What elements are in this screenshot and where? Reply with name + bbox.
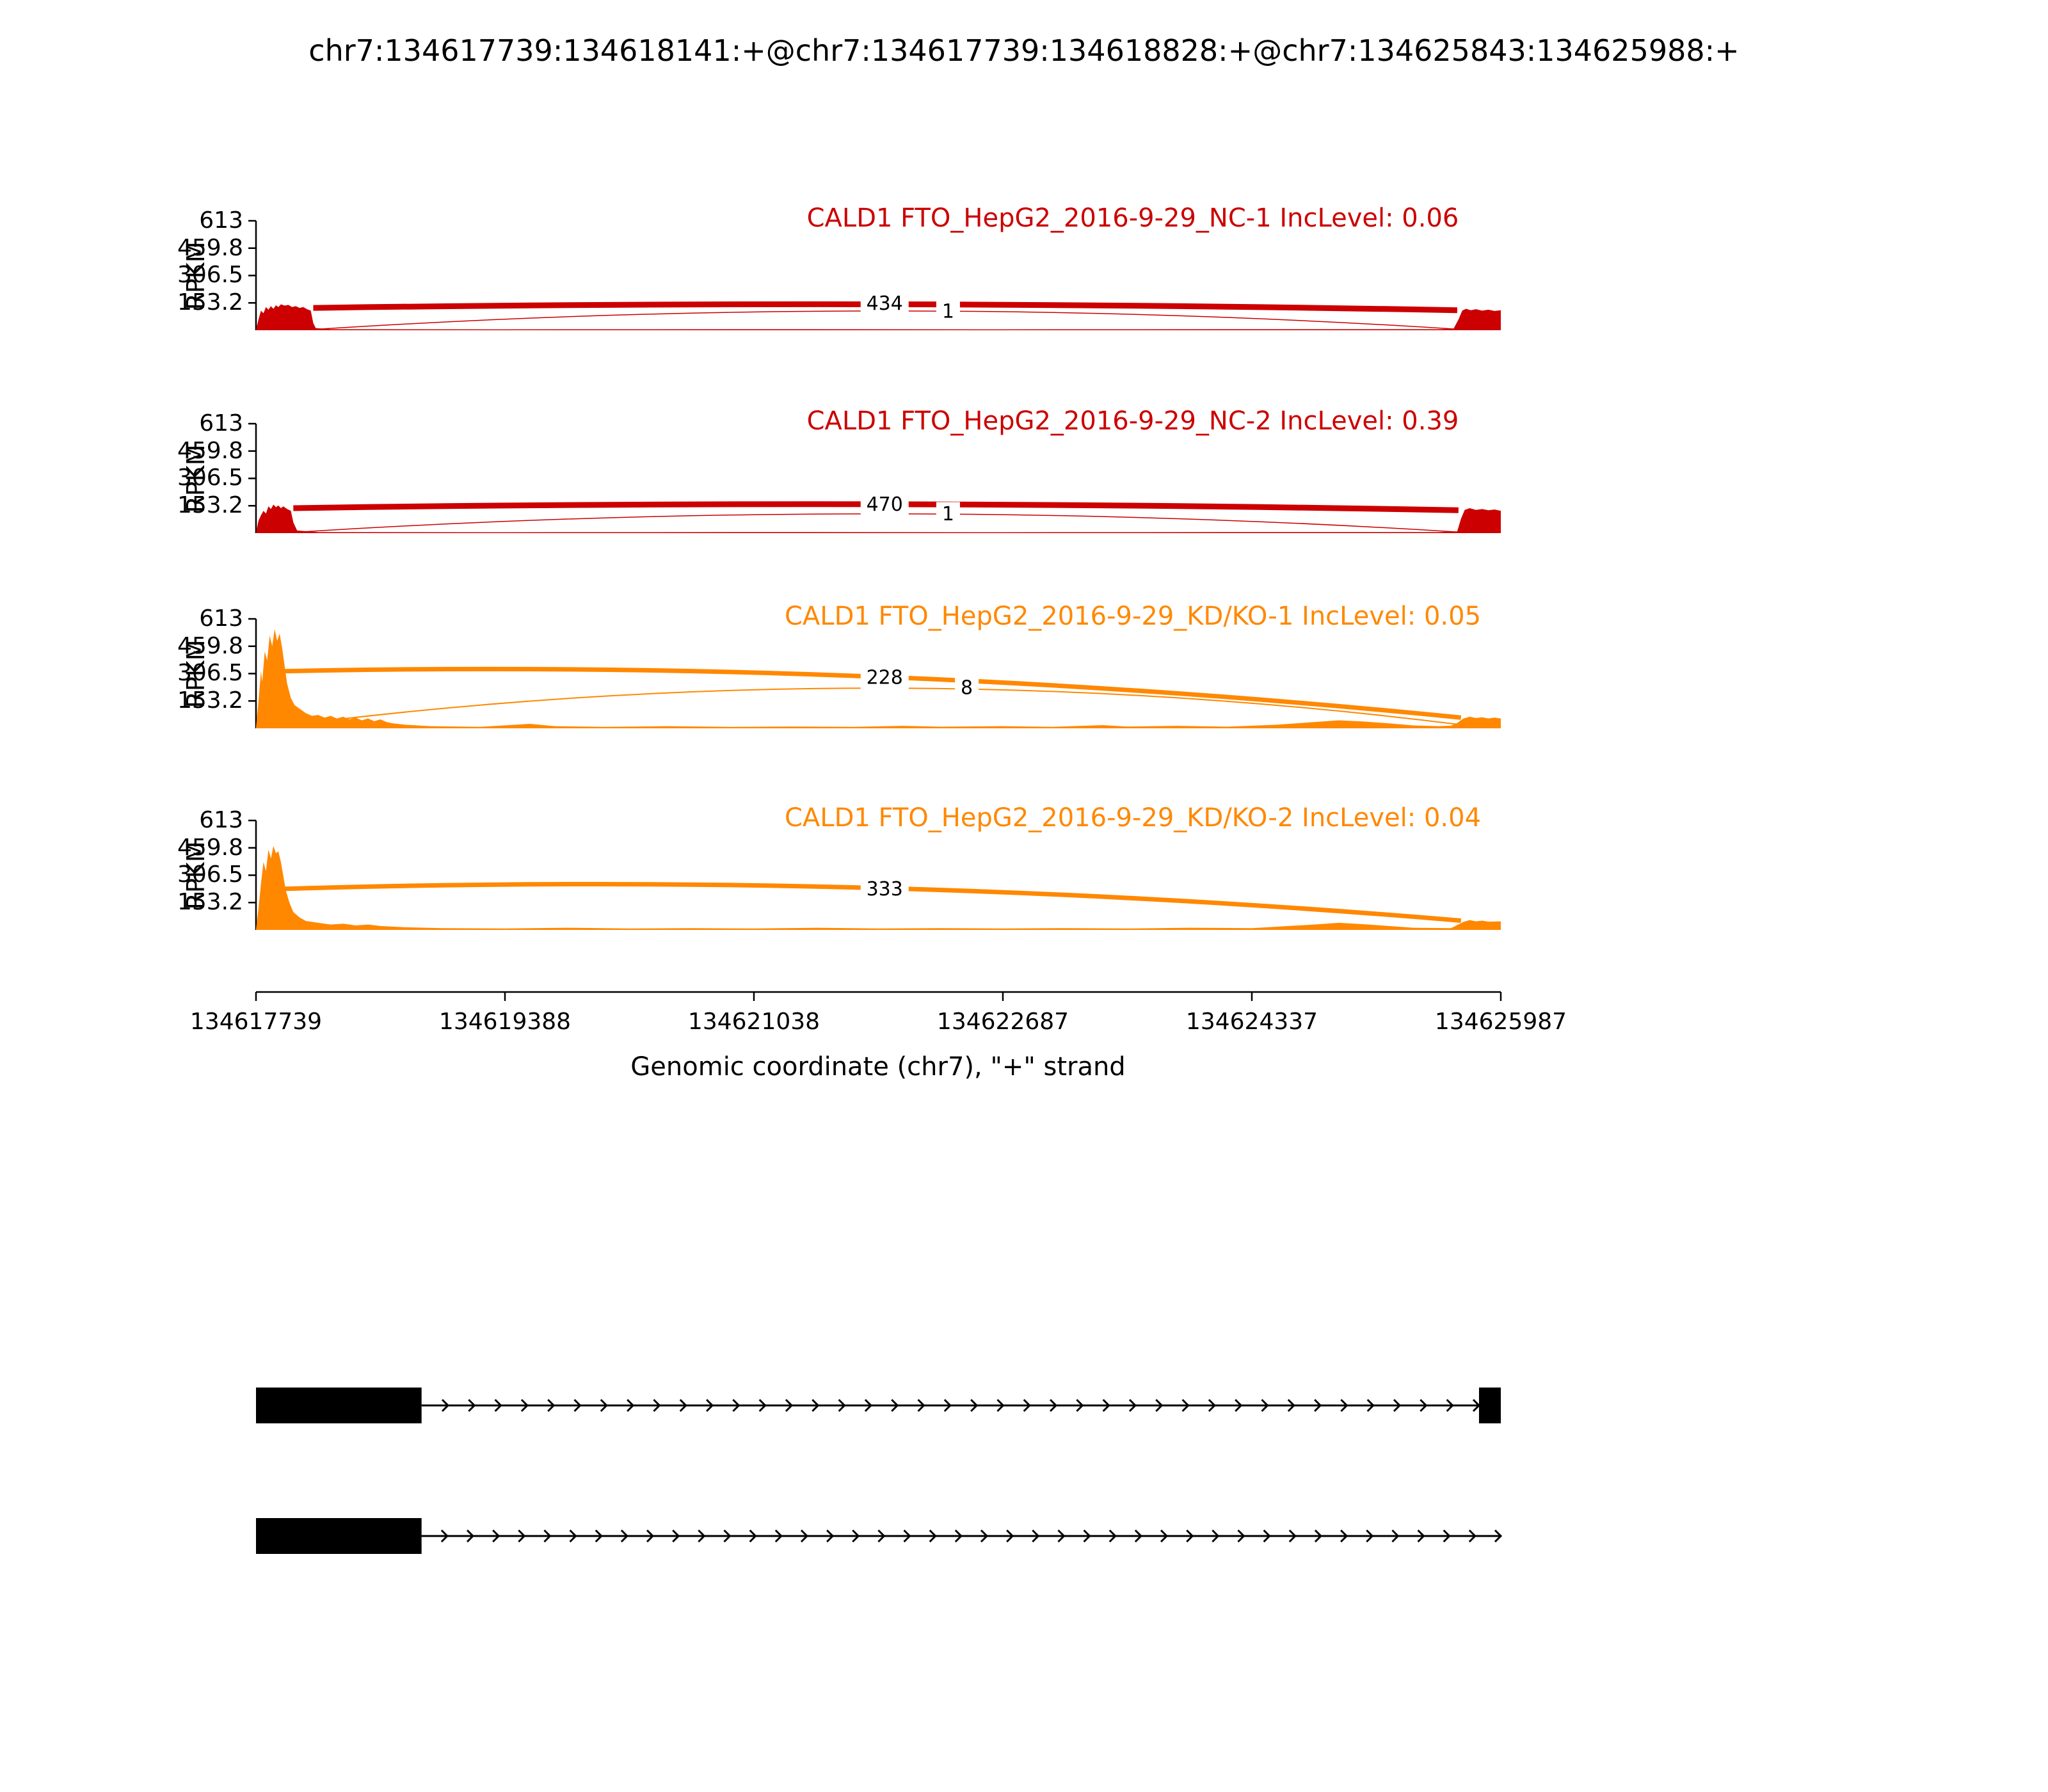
x-tick-134624337: 134624337 — [1185, 1009, 1318, 1035]
svg-text:228: 228 — [867, 667, 903, 689]
svg-text:470: 470 — [867, 493, 903, 516]
track1-sashimi-canvas: 434 1 — [248, 220, 1501, 330]
track3-title: CALD1 FTO_HepG2_2016-9-29_KD/KO-1 IncLev… — [784, 602, 1482, 631]
track3-sashimi-canvas: 228 8 — [248, 618, 1501, 728]
track1-ytick-306: 306.5 — [177, 262, 243, 288]
track4-ytick-153: 153.2 — [177, 889, 243, 915]
x-tick-134621038: 134621038 — [687, 1009, 820, 1035]
x-tick-134617739: 134617739 — [189, 1009, 323, 1035]
track1-ytick-153: 153.2 — [177, 289, 243, 316]
track4-ytick-613: 613 — [199, 807, 243, 833]
svg-text:8: 8 — [961, 676, 973, 699]
track2-sashimi-canvas: 470 1 — [248, 422, 1501, 533]
svg-text:333: 333 — [867, 878, 903, 900]
track2-ytick-459: 459.8 — [177, 438, 243, 464]
x-axis-label: Genomic coordinate (chr7), "+" strand — [630, 1052, 1126, 1082]
svg-text:1: 1 — [942, 300, 954, 323]
transcript-isoform-diagram — [256, 1388, 1503, 1554]
x-tick-134619388: 134619388 — [438, 1009, 572, 1035]
svg-text:434: 434 — [867, 292, 903, 315]
track4-ytick-459: 459.8 — [177, 835, 243, 861]
track2-ytick-613: 613 — [199, 410, 243, 436]
track1-title: CALD1 FTO_HepG2_2016-9-29_NC-1 IncLevel:… — [806, 204, 1459, 233]
track3-ytick-153: 153.2 — [177, 687, 243, 714]
track4-title: CALD1 FTO_HepG2_2016-9-29_KD/KO-2 IncLev… — [784, 803, 1482, 833]
track2-ytick-306: 306.5 — [177, 465, 243, 491]
x-tick-134622687: 134622687 — [936, 1009, 1069, 1035]
svg-text:1: 1 — [942, 503, 954, 525]
track4-ytick-306: 306.5 — [177, 861, 243, 888]
x-axis-line — [255, 991, 1502, 1001]
track1-ytick-459: 459.8 — [177, 235, 243, 261]
x-tick-134625987: 134625987 — [1434, 1009, 1567, 1035]
track3-ytick-459: 459.8 — [177, 633, 243, 659]
track1-ytick-613: 613 — [199, 207, 243, 234]
figure-title: chr7:134617739:134618141:+@chr7:13461773… — [308, 33, 1740, 68]
track4-sashimi-canvas: 333 — [248, 819, 1501, 930]
track2-title: CALD1 FTO_HepG2_2016-9-29_NC-2 IncLevel:… — [806, 406, 1459, 436]
track3-ytick-306: 306.5 — [177, 660, 243, 686]
track2-ytick-153: 153.2 — [177, 492, 243, 518]
track3-ytick-613: 613 — [199, 605, 243, 632]
